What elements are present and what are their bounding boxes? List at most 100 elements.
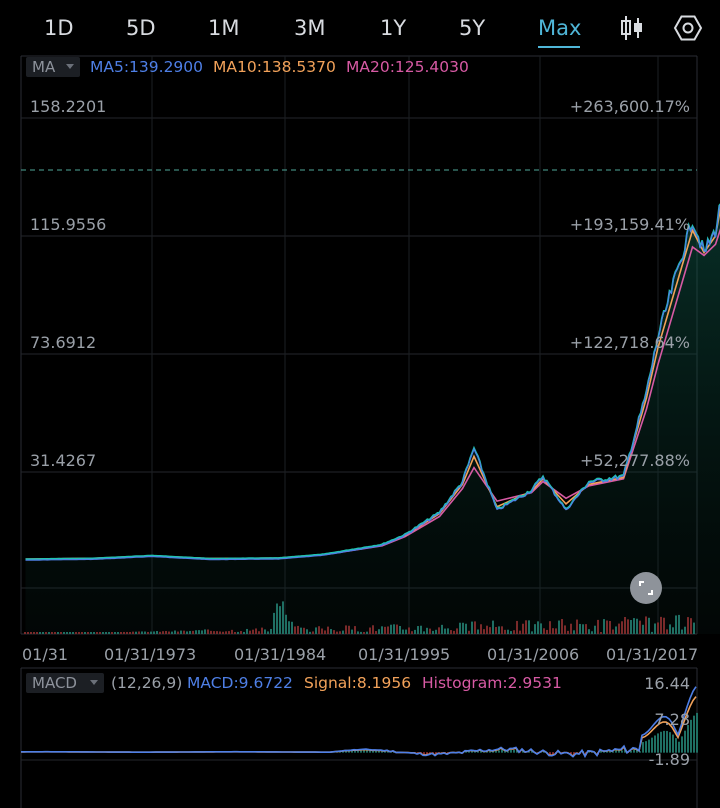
histogram-bar	[636, 749, 638, 753]
histogram-bar	[363, 750, 365, 753]
volume-bar	[102, 632, 104, 634]
volume-bar	[411, 631, 413, 634]
volume-bar	[237, 631, 239, 634]
histogram-bar	[648, 739, 650, 753]
volume-bar	[633, 618, 635, 634]
tab-5d[interactable]: 5D	[126, 16, 156, 40]
volume-bar	[591, 631, 593, 634]
histogram-bar	[630, 751, 632, 753]
volume-bar	[627, 619, 629, 634]
histogram-bar	[492, 751, 494, 753]
volume-bar	[453, 630, 455, 634]
volume-bar	[450, 630, 452, 634]
histogram-bar	[486, 751, 488, 753]
volume-bar	[153, 631, 155, 634]
volume-bars	[24, 601, 695, 634]
histogram-bar	[621, 750, 623, 753]
volume-bar	[294, 626, 296, 634]
volume-bar	[276, 603, 278, 634]
volume-bar	[252, 629, 254, 634]
volume-bar	[468, 630, 470, 634]
volume-bar	[255, 628, 257, 634]
volume-bar	[486, 625, 488, 634]
volume-bar	[408, 627, 410, 634]
volume-bar	[198, 630, 200, 634]
histogram-bar	[384, 751, 386, 753]
volume-bar	[183, 630, 185, 634]
volume-bar	[636, 618, 638, 634]
volume-bar	[438, 627, 440, 634]
volume-bar	[402, 629, 404, 634]
volume-bar	[51, 632, 53, 634]
tab-1d[interactable]: 1D	[44, 16, 74, 40]
volume-bar	[561, 619, 563, 634]
volume-bar	[654, 623, 656, 634]
volume-bar	[96, 632, 98, 634]
volume-bar	[321, 628, 323, 634]
signal-value: Signal:8.1956	[304, 674, 412, 692]
volume-bar	[78, 632, 80, 634]
volume-bar	[195, 630, 197, 634]
volume-bar	[384, 626, 386, 634]
volume-bar	[75, 632, 77, 634]
volume-bar	[282, 601, 284, 634]
volume-bar	[672, 627, 674, 634]
volume-bar	[99, 632, 101, 634]
macd-indicator-select[interactable]: MACD	[26, 673, 104, 693]
histogram-bar	[468, 751, 470, 753]
volume-bar	[456, 628, 458, 634]
volume-bar	[207, 629, 209, 634]
histogram-bar	[357, 750, 359, 753]
macd-value: MACD:9.6722	[187, 674, 293, 692]
price-axis-label: 31.4267	[30, 451, 97, 470]
price-axis-label: 158.2201	[30, 97, 107, 116]
volume-bar	[369, 627, 371, 634]
volume-bar	[135, 631, 137, 634]
volume-bar	[435, 629, 437, 634]
histogram-bar	[669, 732, 671, 753]
candlestick-icon[interactable]	[616, 12, 648, 44]
volume-bar	[285, 614, 287, 634]
ma-indicator-select[interactable]: MA	[26, 57, 80, 77]
histogram-bar	[465, 751, 467, 753]
price-area	[25, 204, 720, 634]
fullscreen-button[interactable]	[630, 572, 662, 604]
volume-bar	[609, 621, 611, 634]
volume-bar	[615, 626, 617, 634]
settings-icon[interactable]	[672, 12, 704, 44]
signal-series-line	[21, 696, 697, 758]
volume-bar	[84, 632, 86, 634]
volume-bar	[111, 632, 113, 634]
tab-1m[interactable]: 1M	[208, 16, 240, 40]
volume-bar	[489, 627, 491, 634]
histogram-bar	[684, 730, 686, 753]
volume-bar	[504, 629, 506, 634]
volume-bar	[573, 630, 575, 634]
histogram-bar	[690, 719, 692, 753]
tab-5y[interactable]: 5Y	[459, 16, 486, 40]
histogram-bar	[339, 751, 341, 753]
histogram-bar	[348, 751, 350, 753]
volume-bar	[555, 628, 557, 634]
volume-bar	[558, 620, 560, 634]
volume-bar	[315, 627, 317, 634]
volume-bar	[645, 616, 647, 634]
histogram-bar	[645, 741, 647, 753]
volume-bar	[342, 630, 344, 634]
volume-bar	[381, 626, 383, 634]
volume-bar	[123, 631, 125, 634]
volume-bar	[27, 632, 29, 634]
histogram-bar	[507, 751, 509, 753]
volume-bar	[624, 617, 626, 634]
volume-bar	[87, 632, 89, 634]
tab-max[interactable]: Max	[538, 16, 582, 40]
volume-bar	[459, 622, 461, 634]
volume-bar	[543, 628, 545, 634]
histogram-bar	[426, 752, 428, 755]
volume-bar	[483, 629, 485, 634]
volume-bar	[174, 630, 176, 634]
tab-1y[interactable]: 1Y	[380, 16, 407, 40]
tab-3m[interactable]: 3M	[294, 16, 326, 40]
volume-bar	[48, 632, 50, 634]
